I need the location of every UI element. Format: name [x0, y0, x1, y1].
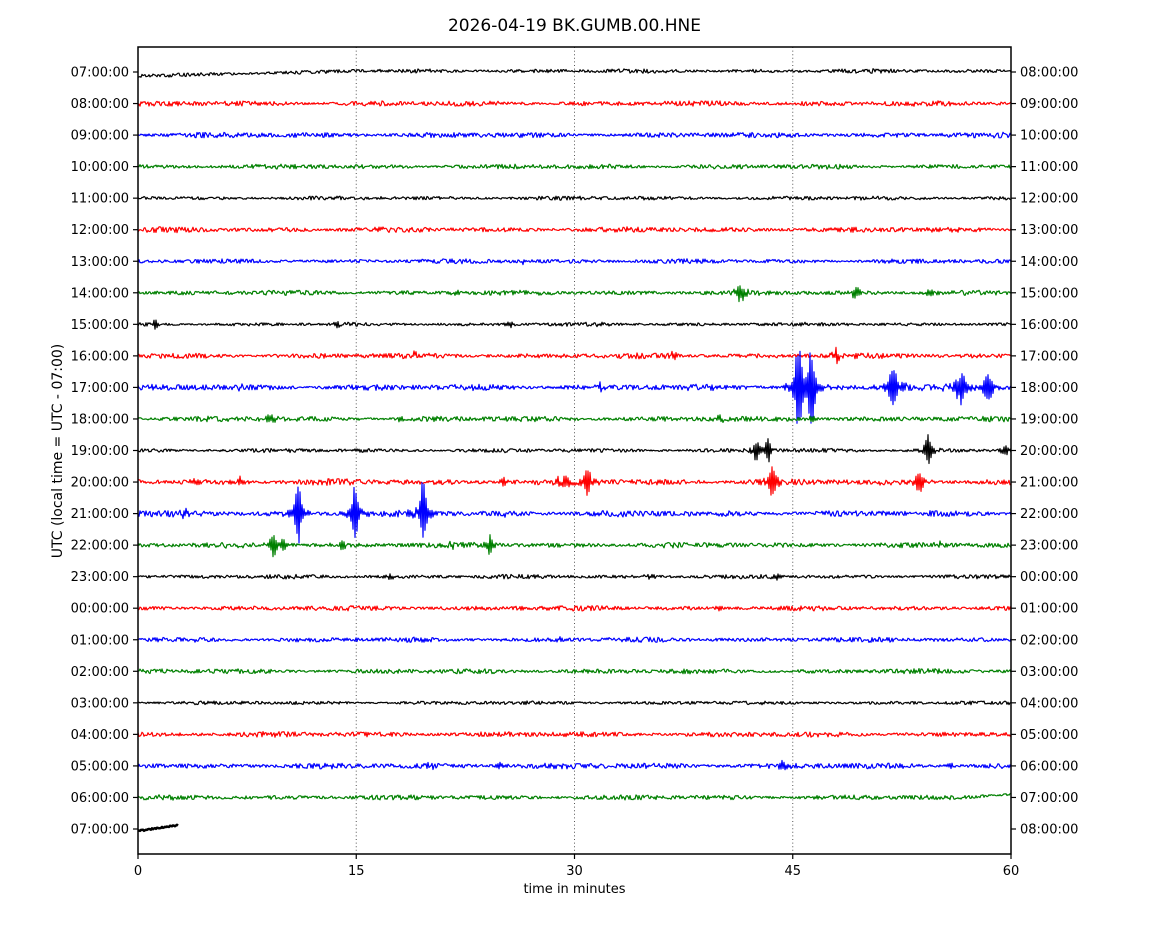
trace-row-230000 [138, 573, 1011, 581]
chart-title: 2026-04-19 BK.GUMB.00.HNE [447, 16, 702, 36]
x-axis-label: time in minutes [523, 882, 626, 897]
trace-row-000000 [138, 605, 1011, 612]
right-time-label: 07:00:00 [1020, 791, 1078, 806]
right-time-label: 21:00:00 [1020, 476, 1078, 491]
left-time-label: 21:00:00 [71, 507, 129, 522]
trace-row-130000 [138, 258, 1011, 266]
trace-row-070000 [138, 68, 1011, 78]
left-time-label: 07:00:00 [71, 823, 129, 838]
right-time-label: 01:00:00 [1020, 602, 1078, 617]
right-time-label: 13:00:00 [1020, 223, 1078, 238]
trace-row-030000 [138, 700, 1011, 706]
right-time-label: 14:00:00 [1020, 255, 1078, 270]
right-time-label: 06:00:00 [1020, 759, 1078, 774]
right-time-label: 22:00:00 [1020, 507, 1078, 522]
right-time-label: 18:00:00 [1020, 381, 1078, 396]
left-time-label: 22:00:00 [71, 539, 129, 554]
left-time-label: 15:00:00 [71, 318, 129, 333]
right-time-label: 09:00:00 [1020, 97, 1078, 112]
trace-row-180000 [138, 414, 1011, 423]
trace-row-200000 [138, 466, 1011, 496]
left-time-label: 03:00:00 [71, 696, 129, 711]
trace-row-070000 [138, 823, 179, 833]
left-time-label: 20:00:00 [71, 476, 129, 491]
trace-row-190000 [138, 434, 1011, 465]
trace-row-170000 [138, 350, 1011, 424]
trace-row-050000 [138, 759, 1011, 771]
left-time-label: 23:00:00 [71, 570, 129, 585]
trace-row-040000 [138, 730, 1011, 738]
trace-row-210000 [138, 482, 1011, 544]
left-time-label: 18:00:00 [71, 412, 129, 427]
trace-row-220000 [138, 534, 1011, 558]
right-time-label: 02:00:00 [1020, 633, 1078, 648]
right-time-label: 03:00:00 [1020, 665, 1078, 680]
right-time-label: 05:00:00 [1020, 728, 1078, 743]
left-time-label: 02:00:00 [71, 665, 129, 680]
left-time-label: 08:00:00 [71, 97, 129, 112]
left-time-label: 13:00:00 [71, 255, 129, 270]
left-time-label: 10:00:00 [71, 160, 129, 175]
right-time-label: 10:00:00 [1020, 129, 1078, 144]
right-time-label: 19:00:00 [1020, 412, 1078, 427]
right-time-label: 15:00:00 [1020, 286, 1078, 301]
right-time-label: 17:00:00 [1020, 349, 1078, 364]
trace-row-110000 [138, 195, 1011, 201]
trace-row-080000 [138, 100, 1011, 107]
trace-row-140000 [138, 285, 1011, 303]
right-time-label: 23:00:00 [1020, 539, 1078, 554]
left-time-label: 17:00:00 [71, 381, 129, 396]
left-time-label: 00:00:00 [71, 602, 129, 617]
left-time-label: 07:00:00 [71, 66, 129, 81]
left-time-label: 16:00:00 [71, 349, 129, 364]
left-time-label: 06:00:00 [71, 791, 129, 806]
trace-row-010000 [138, 636, 1011, 644]
right-time-label: 12:00:00 [1020, 192, 1078, 207]
right-time-label: 00:00:00 [1020, 570, 1078, 585]
right-time-label: 16:00:00 [1020, 318, 1078, 333]
left-time-label: 11:00:00 [71, 192, 129, 207]
right-time-label: 08:00:00 [1020, 66, 1078, 81]
x-tick-label: 60 [1003, 864, 1020, 879]
left-time-label: 04:00:00 [71, 728, 129, 743]
trace-row-060000 [138, 793, 1011, 801]
left-time-label: 14:00:00 [71, 286, 129, 301]
trace-row-120000 [138, 226, 1011, 234]
right-time-label: 20:00:00 [1020, 444, 1078, 459]
trace-row-020000 [138, 667, 1011, 675]
left-time-label: 19:00:00 [71, 444, 129, 459]
x-tick-label: 45 [784, 864, 801, 879]
left-time-label: 12:00:00 [71, 223, 129, 238]
right-time-label: 11:00:00 [1020, 160, 1078, 175]
x-tick-label: 30 [566, 864, 583, 879]
trace-row-100000 [138, 163, 1011, 170]
right-time-label: 08:00:00 [1020, 823, 1078, 838]
right-time-label: 04:00:00 [1020, 696, 1078, 711]
x-tick-label: 15 [348, 864, 365, 879]
trace-row-090000 [138, 131, 1011, 139]
trace-row-150000 [138, 319, 1011, 330]
left-time-label: 01:00:00 [71, 633, 129, 648]
trace-group [138, 68, 1011, 833]
left-time-label: 09:00:00 [71, 129, 129, 144]
trace-row-160000 [138, 346, 1011, 365]
left-time-label: 05:00:00 [71, 759, 129, 774]
x-tick-label: 0 [134, 864, 142, 879]
